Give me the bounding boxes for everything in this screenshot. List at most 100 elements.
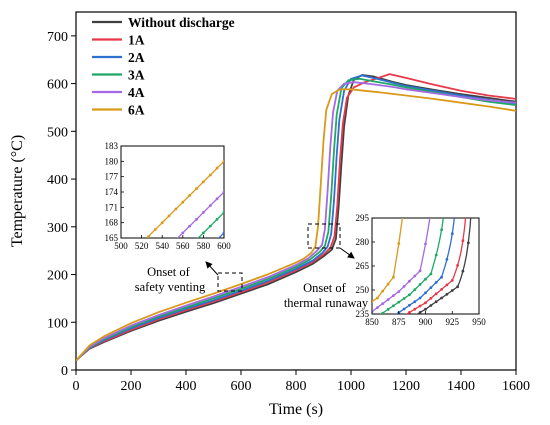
series-line-2a — [76, 74, 516, 362]
inset-series-marker — [461, 269, 465, 273]
inset-series-marker — [408, 303, 411, 307]
inset-series-marker — [418, 269, 422, 273]
inset-series-marker — [446, 165, 449, 168]
inset-series-marker — [467, 177, 470, 180]
inset-venting-series — [120, 159, 226, 361]
inset-series-marker — [445, 258, 449, 261]
inset-x-tick-label: 850 — [365, 317, 379, 327]
venting-arrow — [205, 261, 219, 276]
inset-series-marker — [424, 242, 427, 246]
inset-series-line — [176, 191, 224, 238]
inset-series-marker — [208, 204, 212, 208]
x-tick-label: 1400 — [447, 379, 475, 394]
x-tick-label: 1600 — [502, 379, 530, 394]
inset-series-marker — [168, 301, 171, 304]
x-tick-label: 400 — [176, 379, 197, 394]
inset-series-marker — [418, 296, 422, 300]
series-line-3a — [76, 77, 516, 362]
inset-series-marker — [445, 283, 449, 287]
inset-series-marker — [147, 260, 150, 263]
inset-series-marker — [408, 311, 411, 314]
inset-series-marker — [140, 329, 143, 332]
y-tick-label: 600 — [47, 78, 68, 93]
inset-series-marker — [445, 292, 449, 296]
inset-series-marker — [456, 163, 459, 166]
inset-series-marker — [472, 163, 475, 166]
inset-series-marker — [376, 306, 379, 309]
inset-y-tick-label: 168 — [105, 218, 119, 228]
inset-y-tick-label: 250 — [356, 285, 370, 295]
inset-series-marker — [376, 329, 379, 332]
inset-series-marker — [188, 224, 192, 228]
inset-series-marker — [397, 290, 401, 293]
inset-series-marker — [195, 217, 198, 221]
inset-series-marker — [386, 282, 390, 286]
inset-series-marker — [402, 297, 406, 300]
inset-series-marker — [387, 330, 390, 333]
inset-series-marker — [161, 324, 164, 327]
inset-series-marker — [127, 358, 130, 361]
venting-annotation-line-2: safety venting — [135, 280, 206, 294]
inset-series-marker — [216, 254, 219, 257]
inset-series-marker — [403, 204, 406, 207]
inset-series-marker — [120, 262, 123, 265]
inset-series-marker — [418, 311, 422, 314]
x-tick-label: 800 — [286, 379, 307, 394]
inset-series-marker — [386, 298, 390, 301]
inset-series-marker — [461, 239, 465, 243]
legend-label: 3A — [128, 68, 145, 83]
inset-series-marker — [174, 207, 178, 211]
inset-series-marker — [209, 261, 212, 264]
inset-series-marker — [381, 327, 384, 330]
inset-series-marker — [127, 286, 130, 289]
inset-series-marker — [387, 319, 390, 322]
inset-series-marker — [429, 296, 433, 300]
inset-series-marker — [215, 166, 219, 170]
inset-series-marker — [408, 110, 411, 113]
series-line-1a — [76, 73, 516, 362]
inset-series-marker — [381, 333, 384, 336]
inset-series-marker — [133, 351, 136, 354]
inset-series-marker — [408, 279, 411, 283]
inset-x-tick-label: 900 — [419, 317, 433, 327]
inset-series-line — [372, 218, 404, 303]
x-axis-label: Time (s) — [269, 401, 323, 418]
inset-series-marker — [429, 304, 433, 307]
runaway-annotation-line-1: Onset of — [303, 281, 347, 295]
inset-series-marker — [397, 242, 401, 246]
inset-y-tick-label: 174 — [105, 187, 119, 197]
inset-series-marker — [181, 231, 185, 235]
inset-series-marker — [222, 231, 224, 235]
inset-series-marker — [381, 289, 385, 293]
inset-series-marker — [371, 327, 374, 330]
inset-series-marker — [195, 259, 198, 262]
inset-series-marker — [413, 314, 416, 317]
inset-series-marker — [392, 304, 395, 308]
inset-series-marker — [434, 281, 438, 284]
inset-series-marker — [202, 211, 205, 214]
inset-series-marker — [392, 327, 395, 330]
inset-series-marker — [392, 275, 395, 279]
inset-series-marker — [397, 300, 401, 304]
x-tick-label: 1200 — [392, 379, 420, 394]
inset-series-marker — [133, 300, 136, 303]
inset-x-tick-label: 875 — [392, 317, 406, 327]
legend-label: 4A — [128, 85, 145, 100]
inset-series-marker — [450, 279, 454, 282]
inset-series-marker — [371, 338, 374, 341]
y-tick-label: 200 — [47, 269, 68, 284]
y-tick-label: 400 — [47, 173, 68, 188]
inset-series-marker — [147, 235, 150, 238]
inset-x-tick-label: 560 — [176, 241, 190, 251]
inset-runaway-ticks: 850 875 900 925 950 235 250 265 280 295 — [356, 213, 487, 327]
series-line-6a — [76, 88, 516, 362]
inset-series-marker — [440, 296, 443, 300]
inset-series-marker — [223, 262, 226, 265]
inset-series-marker — [381, 322, 384, 325]
inset-series-marker — [222, 190, 224, 194]
inset-series-marker — [381, 311, 385, 314]
inset-series-marker — [147, 337, 150, 340]
inset-series-marker — [209, 268, 212, 271]
inset-series-marker — [188, 194, 192, 197]
venting-annotation: Onset of safety venting — [135, 265, 206, 294]
